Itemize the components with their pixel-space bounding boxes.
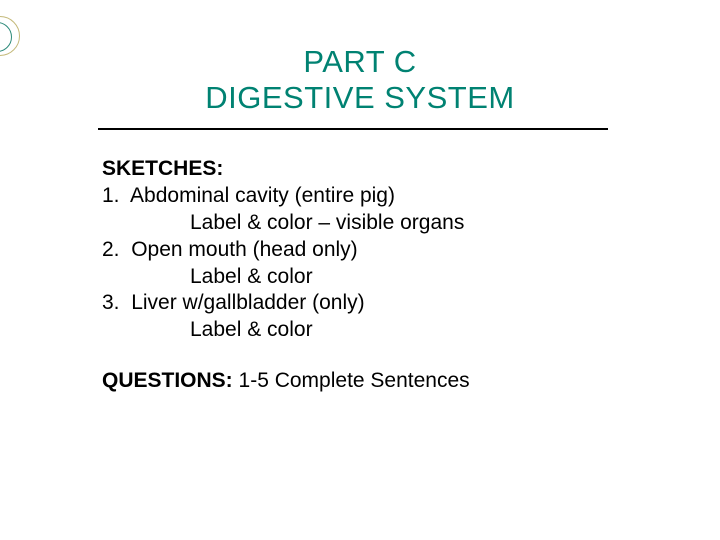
title-line-2: DIGESTIVE SYSTEM: [0, 80, 720, 116]
item-subtext: Label & color – visible organs: [102, 210, 622, 237]
item-text: Liver w/gallbladder (only): [131, 291, 364, 314]
questions-heading: QUESTIONS:: [102, 369, 233, 392]
item-number: 3.: [102, 291, 120, 314]
item-number: 1.: [102, 184, 120, 207]
slide-title: PART C DIGESTIVE SYSTEM: [0, 44, 720, 116]
item-number: 2.: [102, 238, 120, 261]
questions-text: 1-5 Complete Sentences: [233, 369, 470, 392]
sketches-heading: SKETCHES:: [102, 156, 622, 183]
item-subtext: Label & color: [102, 317, 622, 344]
questions-line: QUESTIONS: 1-5 Complete Sentences: [102, 368, 622, 395]
item-subtext: Label & color: [102, 264, 622, 291]
item-text: Open mouth (head only): [131, 238, 357, 261]
body-content: SKETCHES: 1. Abdominal cavity (entire pi…: [102, 156, 622, 395]
list-item: 2. Open mouth (head only): [102, 237, 622, 264]
title-underline: [98, 128, 608, 130]
list-item: 1. Abdominal cavity (entire pig): [102, 183, 622, 210]
list-item: 3. Liver w/gallbladder (only): [102, 290, 622, 317]
item-text: Abdominal cavity (entire pig): [130, 184, 395, 207]
title-line-1: PART C: [0, 44, 720, 80]
